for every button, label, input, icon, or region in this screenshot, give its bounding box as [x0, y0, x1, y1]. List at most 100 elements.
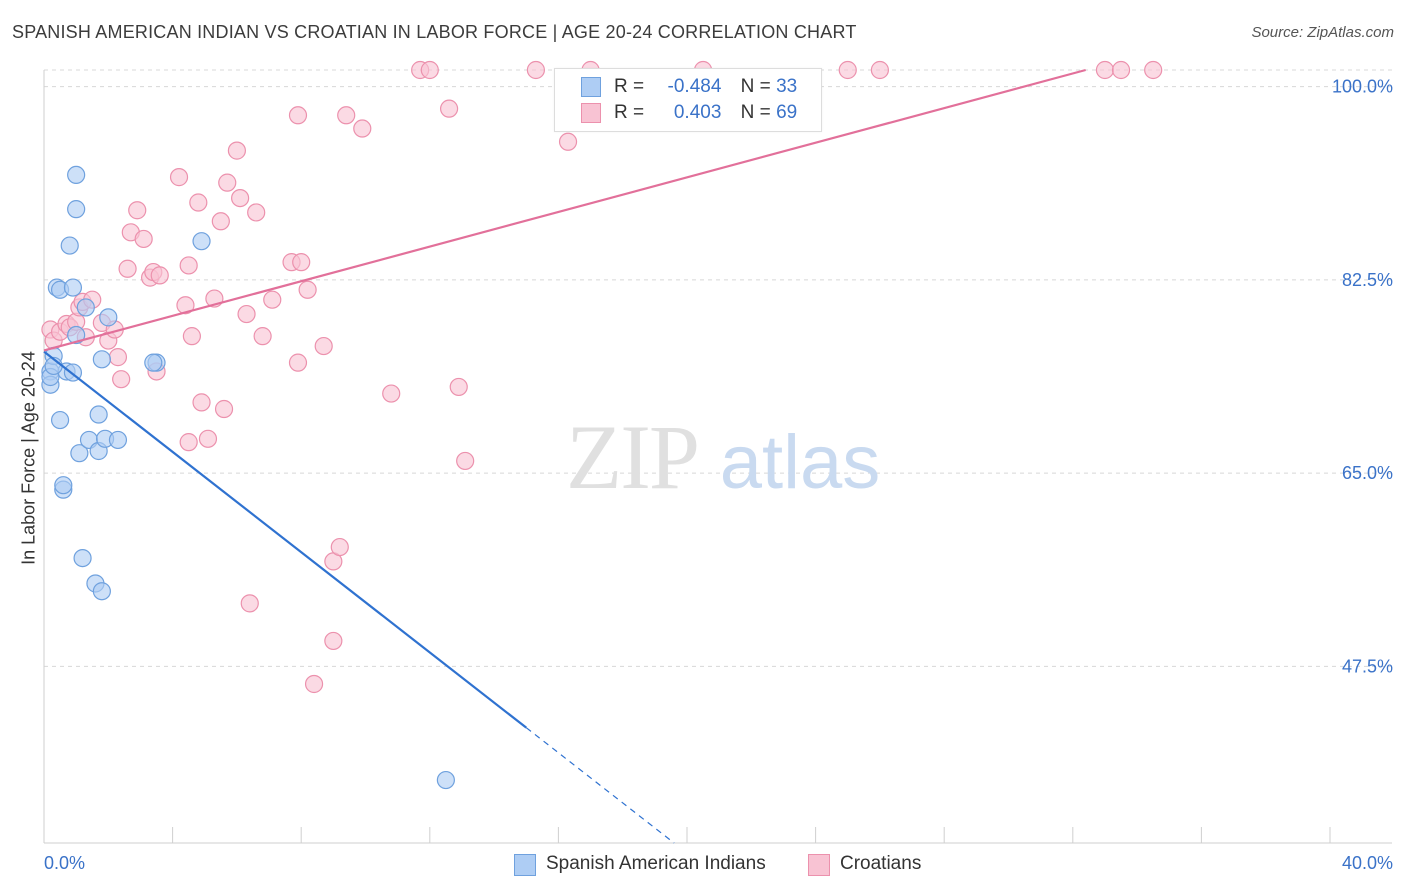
croatians-point	[1095, 60, 1115, 80]
spanish-american-indians-point	[67, 165, 86, 185]
spanish-american-indians-point	[63, 278, 83, 297]
legend-r-label: R =	[614, 102, 645, 123]
croatians-point	[192, 393, 211, 412]
legend-n-label: N =	[740, 102, 771, 123]
tick-labels: 100.0% 82.5% 65.0% 47.5% 0.0% 40.0%	[44, 77, 1393, 873]
legend-swatch-pink	[581, 103, 601, 123]
croatians-point	[439, 99, 459, 118]
croatians-point	[198, 429, 218, 448]
croatians-point	[292, 253, 311, 272]
croatians-point	[227, 141, 246, 160]
y-tick-label: 47.5%	[1342, 656, 1393, 676]
x-tick-label-max: 40.0%	[1342, 853, 1393, 873]
legend-n-label: N =	[740, 76, 771, 97]
watermark-zip: ZIP	[566, 406, 698, 508]
croatians-point	[134, 229, 153, 249]
spanish-american-indians-point	[436, 770, 455, 790]
watermark: ZIP atlas	[566, 406, 880, 508]
spanish-american-indians-point	[99, 308, 118, 327]
croatians-point	[330, 537, 349, 557]
croatians-point	[382, 384, 401, 403]
spanish-american-indians-point	[89, 405, 108, 424]
croatians-point	[179, 256, 198, 275]
croatians-point	[211, 212, 230, 231]
croatians-point	[108, 348, 128, 367]
croatians-point	[324, 631, 343, 651]
croatians-point	[420, 60, 439, 80]
bottom-legend-swatch-blue	[514, 854, 536, 876]
croatians-points	[41, 60, 1163, 694]
croatians-point	[1144, 60, 1163, 80]
legend-swatch-blue	[581, 77, 601, 97]
legend-r-label: R =	[614, 76, 645, 97]
croatians-point	[231, 188, 250, 208]
croatians-point	[118, 259, 137, 278]
spanish-american-indians-points	[41, 165, 455, 790]
spanish-american-indians-trend-extension	[525, 727, 675, 844]
watermark-atlas: atlas	[720, 420, 881, 505]
legend-r-value: -0.484	[667, 76, 722, 97]
trend-lines	[43, 68, 1086, 844]
stats-legend: R = -0.484 N = 33 R = 0.403 N = 69	[554, 68, 822, 132]
spanish-american-indians-point	[108, 430, 128, 450]
spanish-american-indians-point	[73, 548, 92, 568]
legend-n-value: 33	[776, 76, 798, 97]
croatians-point	[237, 304, 256, 324]
legend-text: R = -0.484 N = 33	[614, 76, 797, 98]
spanish-american-indians-point	[70, 444, 89, 463]
grid-lines	[44, 69, 1392, 667]
croatians-point	[288, 106, 308, 125]
legend-text: R = 0.403 N = 69	[614, 102, 797, 124]
croatians-point	[456, 451, 475, 471]
croatians-point	[176, 296, 195, 315]
croatians-point	[179, 433, 198, 452]
croatians-point	[263, 290, 282, 309]
croatians-point	[353, 119, 372, 138]
spanish-american-indians-point	[92, 350, 111, 369]
chart-title: SPANISH AMERICAN INDIAN VS CROATIAN IN L…	[12, 22, 857, 42]
legend-n-value: 69	[776, 102, 798, 123]
y-tick-label: 100.0%	[1332, 77, 1393, 97]
croatians-point	[214, 399, 234, 419]
croatians-point	[304, 674, 324, 694]
y-tick-label: 65.0%	[1342, 463, 1393, 483]
croatians-point	[337, 106, 356, 125]
bottom-legend-label: Spanish American Indians	[546, 853, 766, 874]
spanish-american-indians-point	[144, 353, 163, 372]
bottom-legend-label: Croatians	[840, 853, 922, 874]
spanish-american-indians-point	[67, 200, 86, 219]
spanish-american-indians-trend-line	[43, 350, 527, 729]
spanish-american-indians-point	[192, 232, 211, 251]
spanish-american-indians-point	[67, 325, 86, 345]
spanish-american-indians-point	[60, 236, 79, 255]
croatians-point	[288, 353, 308, 372]
bottom-legend-swatch-pink	[808, 854, 830, 876]
axes	[43, 70, 1392, 844]
croatians-point	[182, 327, 201, 346]
spanish-american-indians-point	[76, 298, 95, 317]
croatians-point	[526, 60, 545, 80]
croatians-point	[128, 201, 147, 220]
croatians-point	[189, 193, 208, 212]
croatians-point	[240, 594, 259, 613]
croatians-point	[253, 327, 272, 346]
croatians-point	[298, 280, 317, 299]
croatians-point	[150, 266, 169, 285]
croatians-point	[247, 203, 266, 222]
croatians-point	[1111, 60, 1131, 80]
source-label: Source: ZipAtlas.com	[1251, 24, 1394, 41]
croatians-point	[838, 60, 857, 80]
croatians-point	[870, 60, 890, 80]
y-tick-label: 82.5%	[1342, 270, 1393, 290]
croatians-point	[558, 132, 578, 151]
croatians-point	[449, 377, 468, 397]
croatians-point	[218, 173, 237, 192]
croatians-point	[169, 168, 189, 187]
x-tick-label-min: 0.0%	[44, 853, 85, 873]
croatians-point	[314, 336, 333, 356]
spanish-american-indians-point	[92, 582, 111, 601]
spanish-american-indians-point	[54, 476, 73, 495]
spanish-american-indians-point	[50, 410, 70, 430]
croatians-point	[112, 370, 131, 389]
